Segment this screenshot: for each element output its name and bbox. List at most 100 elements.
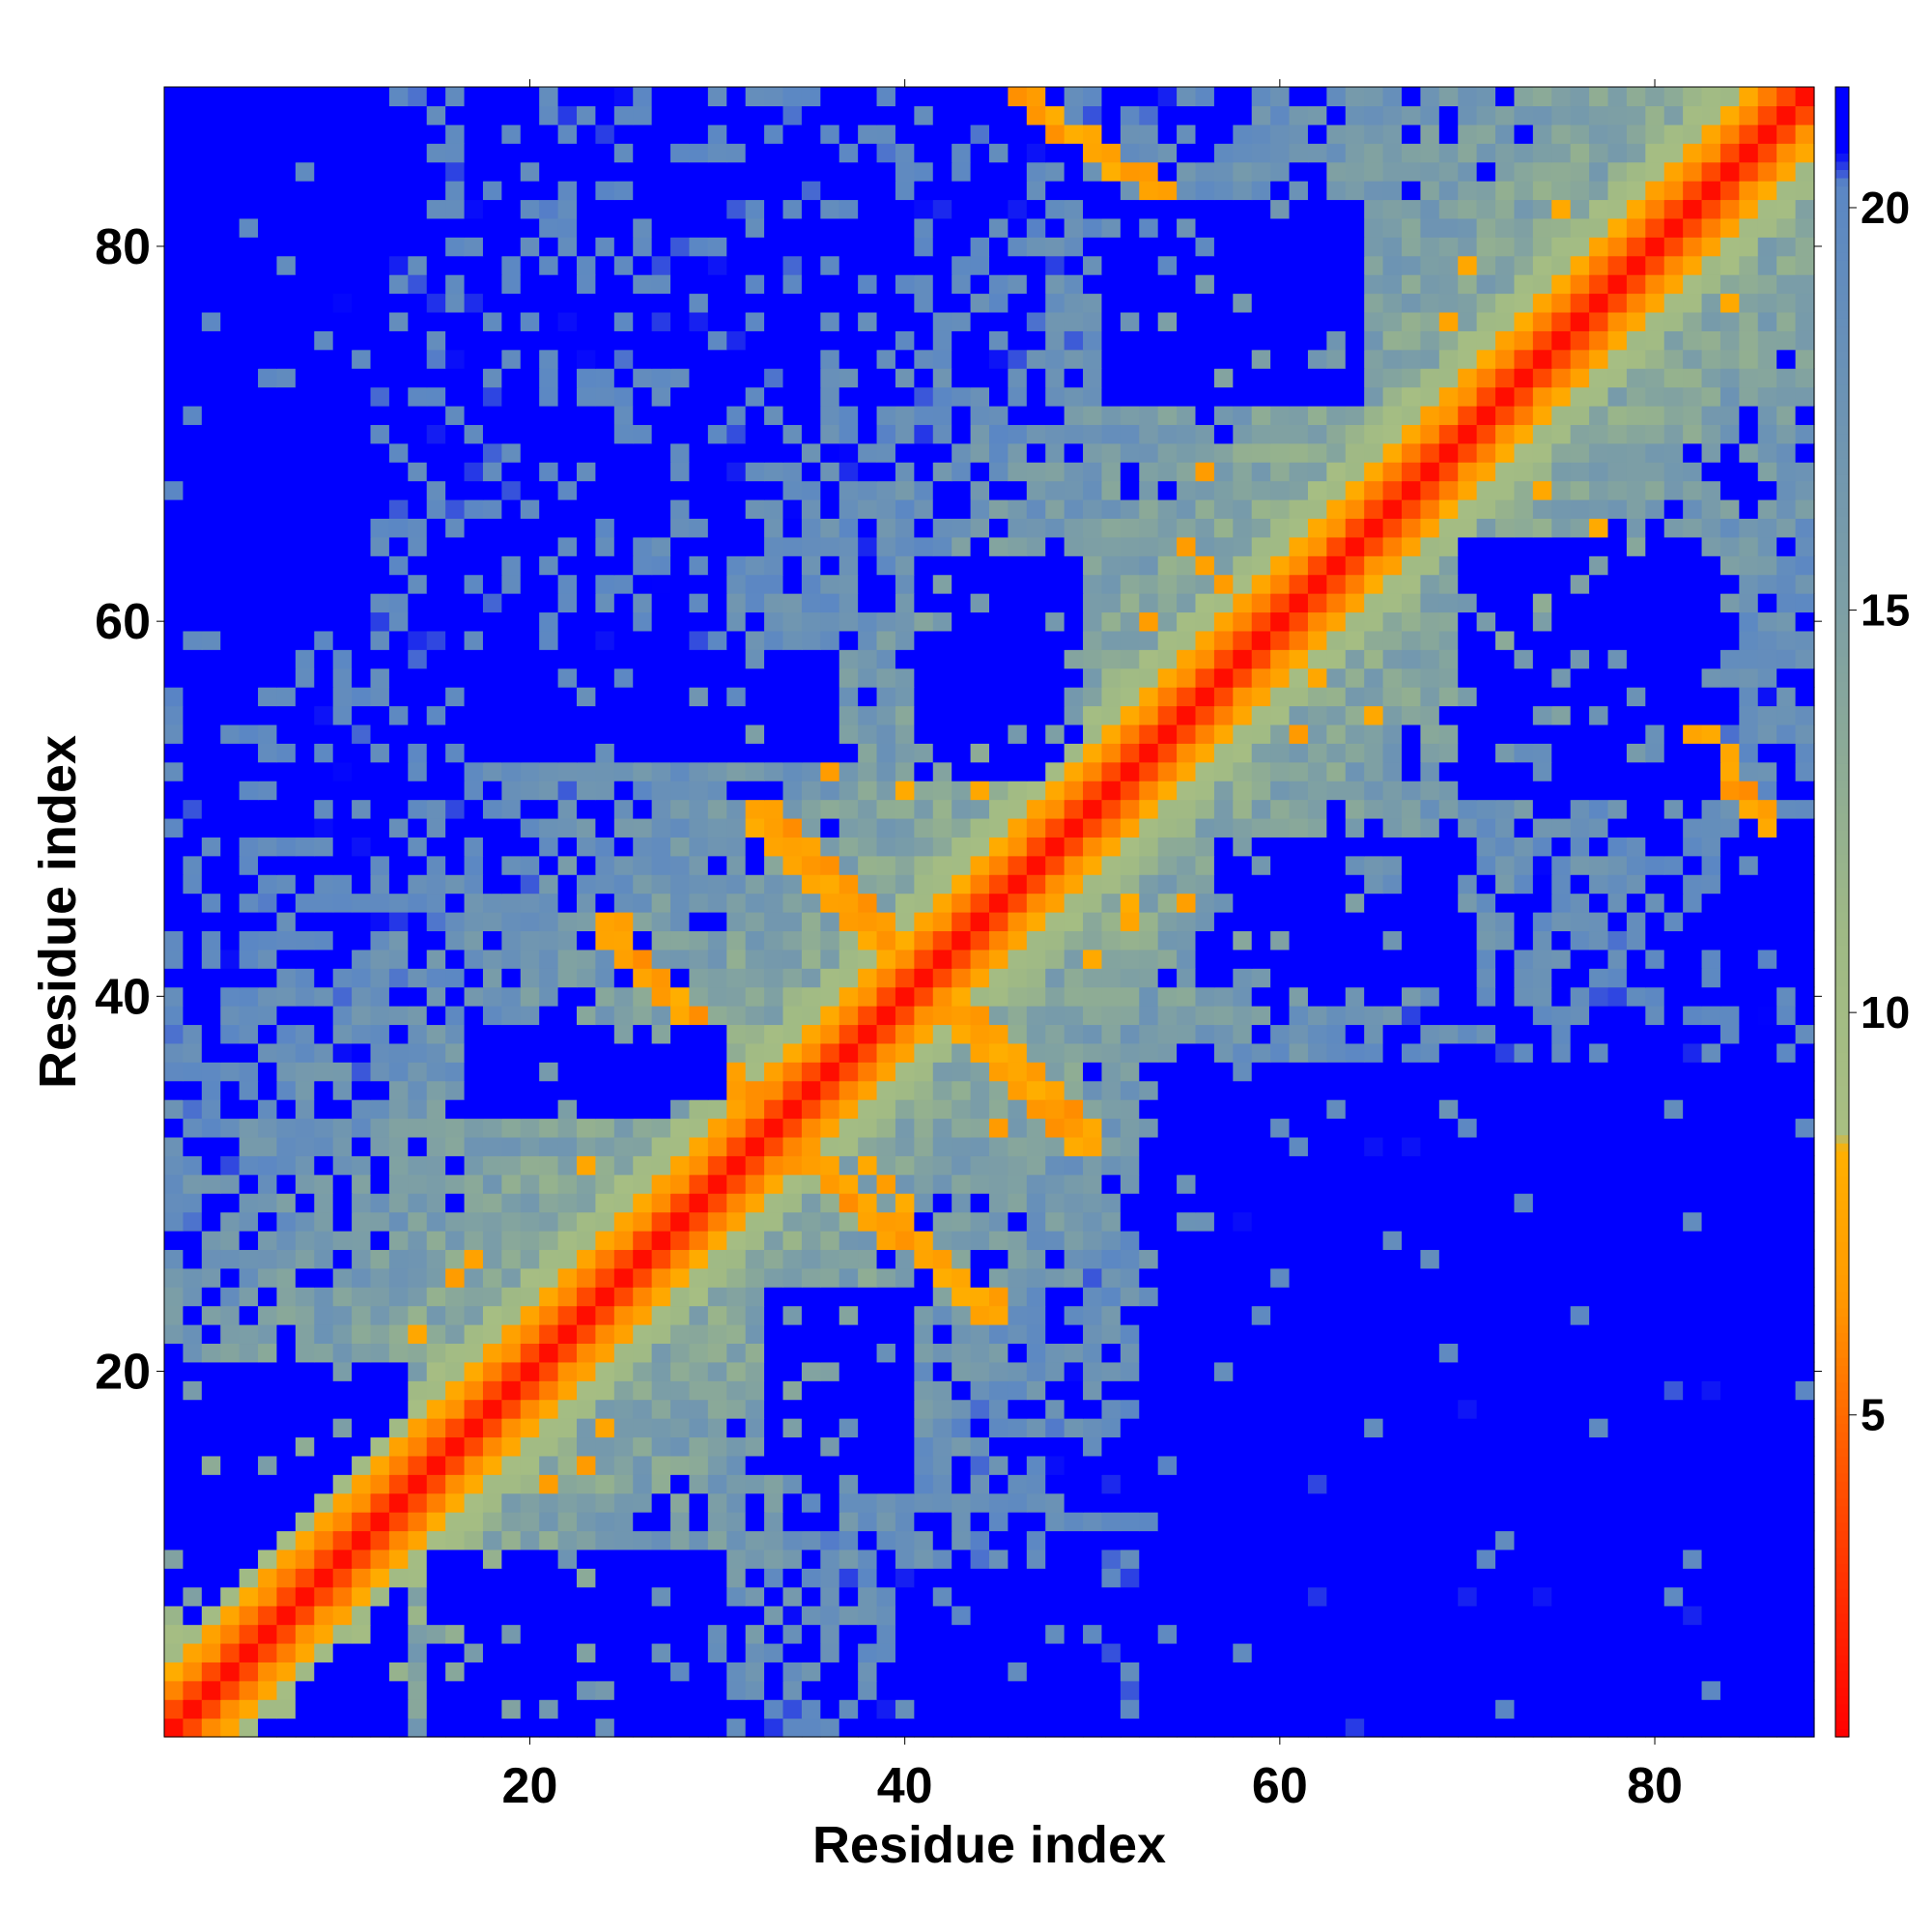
heatmap-cell bbox=[726, 986, 747, 1007]
heatmap-cell bbox=[1064, 781, 1084, 801]
heatmap-cell bbox=[613, 817, 634, 838]
heatmap-cell bbox=[1589, 1155, 1609, 1176]
heatmap-cell bbox=[1701, 1662, 1721, 1682]
heatmap-cell bbox=[1645, 1174, 1665, 1194]
heatmap-cell bbox=[595, 1699, 615, 1719]
heatmap-cell bbox=[1739, 687, 1759, 707]
heatmap-cell bbox=[1157, 1211, 1178, 1232]
heatmap-cell bbox=[876, 1305, 896, 1325]
heatmap-cell bbox=[726, 1024, 747, 1044]
heatmap-cell bbox=[613, 1586, 634, 1606]
heatmap-cell bbox=[1420, 1512, 1440, 1532]
heatmap-cell bbox=[651, 1455, 671, 1475]
heatmap-cell bbox=[276, 968, 297, 988]
heatmap-cell bbox=[1382, 1062, 1403, 1082]
heatmap-cell bbox=[388, 1305, 409, 1325]
heatmap-cell bbox=[1795, 1193, 1815, 1213]
heatmap-cell bbox=[314, 1099, 334, 1120]
heatmap-cell bbox=[295, 705, 315, 725]
heatmap-cell bbox=[388, 1586, 409, 1606]
heatmap-cell bbox=[1045, 1436, 1065, 1457]
heatmap-cell bbox=[164, 1193, 185, 1213]
heatmap-cell bbox=[557, 1586, 578, 1606]
heatmap-cell bbox=[895, 1436, 915, 1457]
heatmap-cell bbox=[1719, 1230, 1740, 1250]
heatmap-cell bbox=[557, 1361, 578, 1381]
heatmap-cell bbox=[482, 1642, 502, 1662]
heatmap-cell bbox=[1438, 1343, 1459, 1363]
heatmap-cell bbox=[239, 1568, 259, 1588]
heatmap-cell bbox=[276, 1062, 297, 1082]
heatmap-cell bbox=[1120, 893, 1140, 913]
heatmap-cell bbox=[1402, 1699, 1422, 1719]
heatmap-cell bbox=[970, 874, 990, 895]
heatmap-cell bbox=[1064, 1380, 1084, 1401]
heatmap-cell bbox=[1120, 724, 1140, 744]
heatmap-cell bbox=[1514, 781, 1534, 801]
heatmap-cell bbox=[1626, 1380, 1646, 1401]
heatmap-cell bbox=[633, 1699, 653, 1719]
heatmap-cell bbox=[1307, 986, 1327, 1007]
heatmap-cell bbox=[314, 1530, 334, 1550]
heatmap-row bbox=[164, 1287, 1815, 1307]
heatmap-cell bbox=[1495, 1436, 1516, 1457]
heatmap-cell bbox=[332, 1174, 353, 1194]
heatmap-cell bbox=[745, 1155, 765, 1176]
heatmap-cell bbox=[295, 1267, 315, 1288]
heatmap-cell bbox=[1570, 1642, 1590, 1662]
heatmap-cell bbox=[1139, 874, 1159, 895]
heatmap-cell bbox=[1195, 799, 1215, 819]
heatmap-cell bbox=[876, 1455, 896, 1475]
heatmap-cell bbox=[1551, 1699, 1572, 1719]
heatmap-cell bbox=[1083, 1174, 1103, 1194]
heatmap-cell bbox=[1458, 1024, 1478, 1044]
heatmap-cell bbox=[1757, 1568, 1777, 1588]
heatmap-cell bbox=[1589, 855, 1609, 875]
heatmap-cell bbox=[613, 1006, 634, 1026]
heatmap-cell bbox=[1514, 1249, 1534, 1269]
heatmap-cell bbox=[1776, 1062, 1797, 1082]
heatmap-cell bbox=[989, 705, 1009, 725]
heatmap-cell bbox=[745, 1399, 765, 1419]
heatmap-cell bbox=[201, 668, 221, 688]
heatmap-cell bbox=[726, 893, 747, 913]
heatmap-cell bbox=[838, 1287, 859, 1307]
heatmap-cell bbox=[1382, 1080, 1403, 1100]
heatmap-cell bbox=[651, 724, 671, 744]
heatmap-cell bbox=[1795, 1474, 1815, 1494]
heatmap-cell bbox=[1045, 1512, 1065, 1532]
heatmap-cell bbox=[258, 1586, 278, 1606]
heatmap-cell bbox=[595, 687, 615, 707]
heatmap-cell bbox=[1757, 1249, 1777, 1269]
heatmap-cell bbox=[1683, 1287, 1703, 1307]
heatmap-cell bbox=[1177, 761, 1197, 781]
heatmap-cell bbox=[1270, 837, 1291, 857]
heatmap-cell bbox=[295, 1343, 315, 1363]
heatmap-cell bbox=[258, 949, 278, 969]
heatmap-cell bbox=[801, 1118, 821, 1138]
heatmap-cell bbox=[1270, 949, 1291, 969]
heatmap-cell bbox=[1026, 1118, 1046, 1138]
heatmap-cell bbox=[557, 1492, 578, 1513]
heatmap-cell bbox=[745, 743, 765, 763]
heatmap-cell bbox=[613, 724, 634, 744]
heatmap-cell bbox=[1120, 949, 1140, 969]
heatmap-cell bbox=[1739, 1530, 1759, 1550]
heatmap-cell bbox=[914, 986, 934, 1007]
heatmap-cell bbox=[1213, 1718, 1234, 1738]
heatmap-cell bbox=[1645, 1099, 1665, 1120]
heatmap-cell bbox=[1757, 1418, 1777, 1438]
heatmap-cell bbox=[239, 705, 259, 725]
heatmap-cell bbox=[239, 1699, 259, 1719]
heatmap-cell bbox=[989, 1174, 1009, 1194]
heatmap-cell bbox=[820, 1062, 840, 1082]
heatmap-cell bbox=[858, 1380, 878, 1401]
heatmap-cell bbox=[1757, 1343, 1777, 1363]
heatmap-cell bbox=[1458, 1118, 1478, 1138]
heatmap-cell bbox=[1251, 1418, 1271, 1438]
heatmap-cell bbox=[613, 1699, 634, 1719]
heatmap-cell bbox=[1120, 1642, 1140, 1662]
heatmap-cell bbox=[1739, 1492, 1759, 1513]
heatmap-cell bbox=[914, 1249, 934, 1269]
heatmap-cell bbox=[1120, 1548, 1140, 1569]
